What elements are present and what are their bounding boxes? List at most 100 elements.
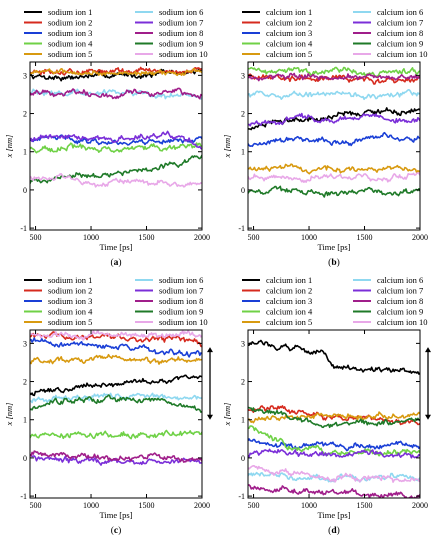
x-tick-label: 500 (30, 233, 42, 242)
y-tick-label: -1 (238, 492, 245, 501)
y-axis-label: x [nm] (4, 403, 14, 427)
x-tick-label: 1000 (301, 233, 317, 242)
series-line-2 (248, 405, 420, 426)
series-line-10 (30, 173, 202, 188)
legend-label-1: calcium ion 1 (266, 275, 312, 285)
y-tick-label: 2 (23, 110, 27, 119)
caption-open: ( (328, 257, 331, 268)
series-line-3 (248, 438, 420, 452)
series-line-6 (248, 471, 420, 483)
x-tick-label: 1500 (357, 233, 373, 242)
series-group (30, 66, 202, 188)
legend-label-9: sodium ion 9 (159, 307, 203, 317)
y-tick-label: 1 (23, 416, 27, 425)
legend-label-5: sodium ion 5 (48, 317, 92, 327)
series-group (248, 66, 420, 198)
series-line-8 (248, 484, 420, 498)
legend-label-5: calcium ion 5 (266, 317, 312, 327)
series-line-10 (248, 172, 420, 183)
y-tick-label: 1 (241, 416, 245, 425)
legend-label-2: calcium ion 2 (266, 18, 312, 28)
legend-label-1: calcium ion 1 (266, 7, 312, 17)
series-line-4 (30, 142, 202, 154)
legend-label-10: calcium ion 10 (377, 317, 428, 327)
x-tick-label: 1500 (139, 501, 155, 510)
series-line-5 (30, 353, 202, 365)
y-tick-label: -1 (20, 224, 27, 233)
x-axis-label: Time [ps] (100, 510, 133, 520)
legend-label-8: sodium ion 8 (159, 28, 203, 38)
panel-caption: (b) (328, 257, 340, 268)
caption-close: ) (118, 525, 121, 536)
legend-label-7: calcium ion 7 (377, 286, 423, 296)
x-tick-label: 500 (30, 501, 42, 510)
legend-label-9: sodium ion 9 (159, 39, 203, 49)
x-tick-label: 500 (248, 233, 260, 242)
series-line-8 (30, 87, 202, 100)
legend-label-8: sodium ion 8 (159, 296, 203, 306)
series-line-9 (30, 394, 202, 413)
series-line-2 (30, 66, 202, 76)
y-tick-label: 2 (23, 378, 27, 387)
legend-label-3: sodium ion 3 (48, 296, 92, 306)
series-line-9 (248, 406, 420, 429)
y-tick-label: 3 (241, 339, 245, 348)
caption-close: ) (337, 257, 340, 268)
y-tick-label: -1 (238, 224, 245, 233)
legend-label-3: calcium ion 3 (266, 296, 312, 306)
legend-label-1: sodium ion 1 (48, 7, 92, 17)
series-line-6 (30, 392, 202, 404)
plot-frame (247, 61, 421, 231)
caption-open: ( (328, 525, 331, 536)
y-axis-label: x [nm] (222, 403, 232, 427)
x-tick-label: 2000 (194, 501, 210, 510)
caption-close: ) (118, 257, 121, 268)
series-line-7 (248, 448, 420, 459)
legend-label-6: calcium ion 6 (377, 7, 423, 17)
legend-label-5: calcium ion 5 (266, 49, 312, 59)
series-line-4 (248, 425, 420, 457)
y-axis-label: x [nm] (4, 135, 14, 159)
series-group (248, 339, 420, 498)
legend-label-2: calcium ion 2 (266, 286, 312, 296)
series-line-7 (30, 454, 202, 466)
legend-label-5: sodium ion 5 (48, 49, 92, 59)
series-group (30, 330, 202, 466)
legend-label-7: calcium ion 7 (377, 18, 423, 28)
series-line-5 (248, 411, 420, 424)
legend-label-4: calcium ion 4 (266, 307, 313, 317)
legend-label-3: calcium ion 3 (266, 28, 312, 38)
double-arrow (207, 347, 213, 420)
x-tick-label: 2000 (412, 501, 428, 510)
y-tick-label: 2 (241, 110, 245, 119)
panel-caption: (a) (110, 257, 121, 268)
y-tick-label: 0 (23, 186, 27, 195)
series-line-4 (248, 66, 420, 78)
series-line-10 (248, 465, 420, 483)
caption-letter: a (114, 258, 119, 268)
series-line-6 (248, 89, 420, 101)
legend-label-4: sodium ion 4 (48, 39, 93, 49)
y-tick-label: 1 (241, 148, 245, 157)
legend-label-6: calcium ion 6 (377, 275, 423, 285)
x-tick-label: 1000 (83, 233, 99, 242)
legend-label-8: calcium ion 8 (377, 296, 423, 306)
series-line-3 (248, 131, 420, 148)
series-line-7 (248, 112, 420, 127)
plot-frame (247, 329, 421, 499)
series-line-4 (30, 429, 202, 440)
series-line-9 (30, 154, 202, 184)
legend-label-8: calcium ion 8 (377, 28, 423, 38)
legend-label-10: sodium ion 10 (159, 49, 208, 59)
legend-label-6: sodium ion 6 (159, 275, 203, 285)
y-tick-label: 3 (241, 71, 245, 80)
panel-caption: (d) (328, 525, 340, 536)
x-tick-label: 1000 (301, 501, 317, 510)
y-axis-label: x [nm] (222, 135, 232, 159)
series-line-6 (30, 88, 202, 100)
caption-letter: b (331, 258, 336, 268)
